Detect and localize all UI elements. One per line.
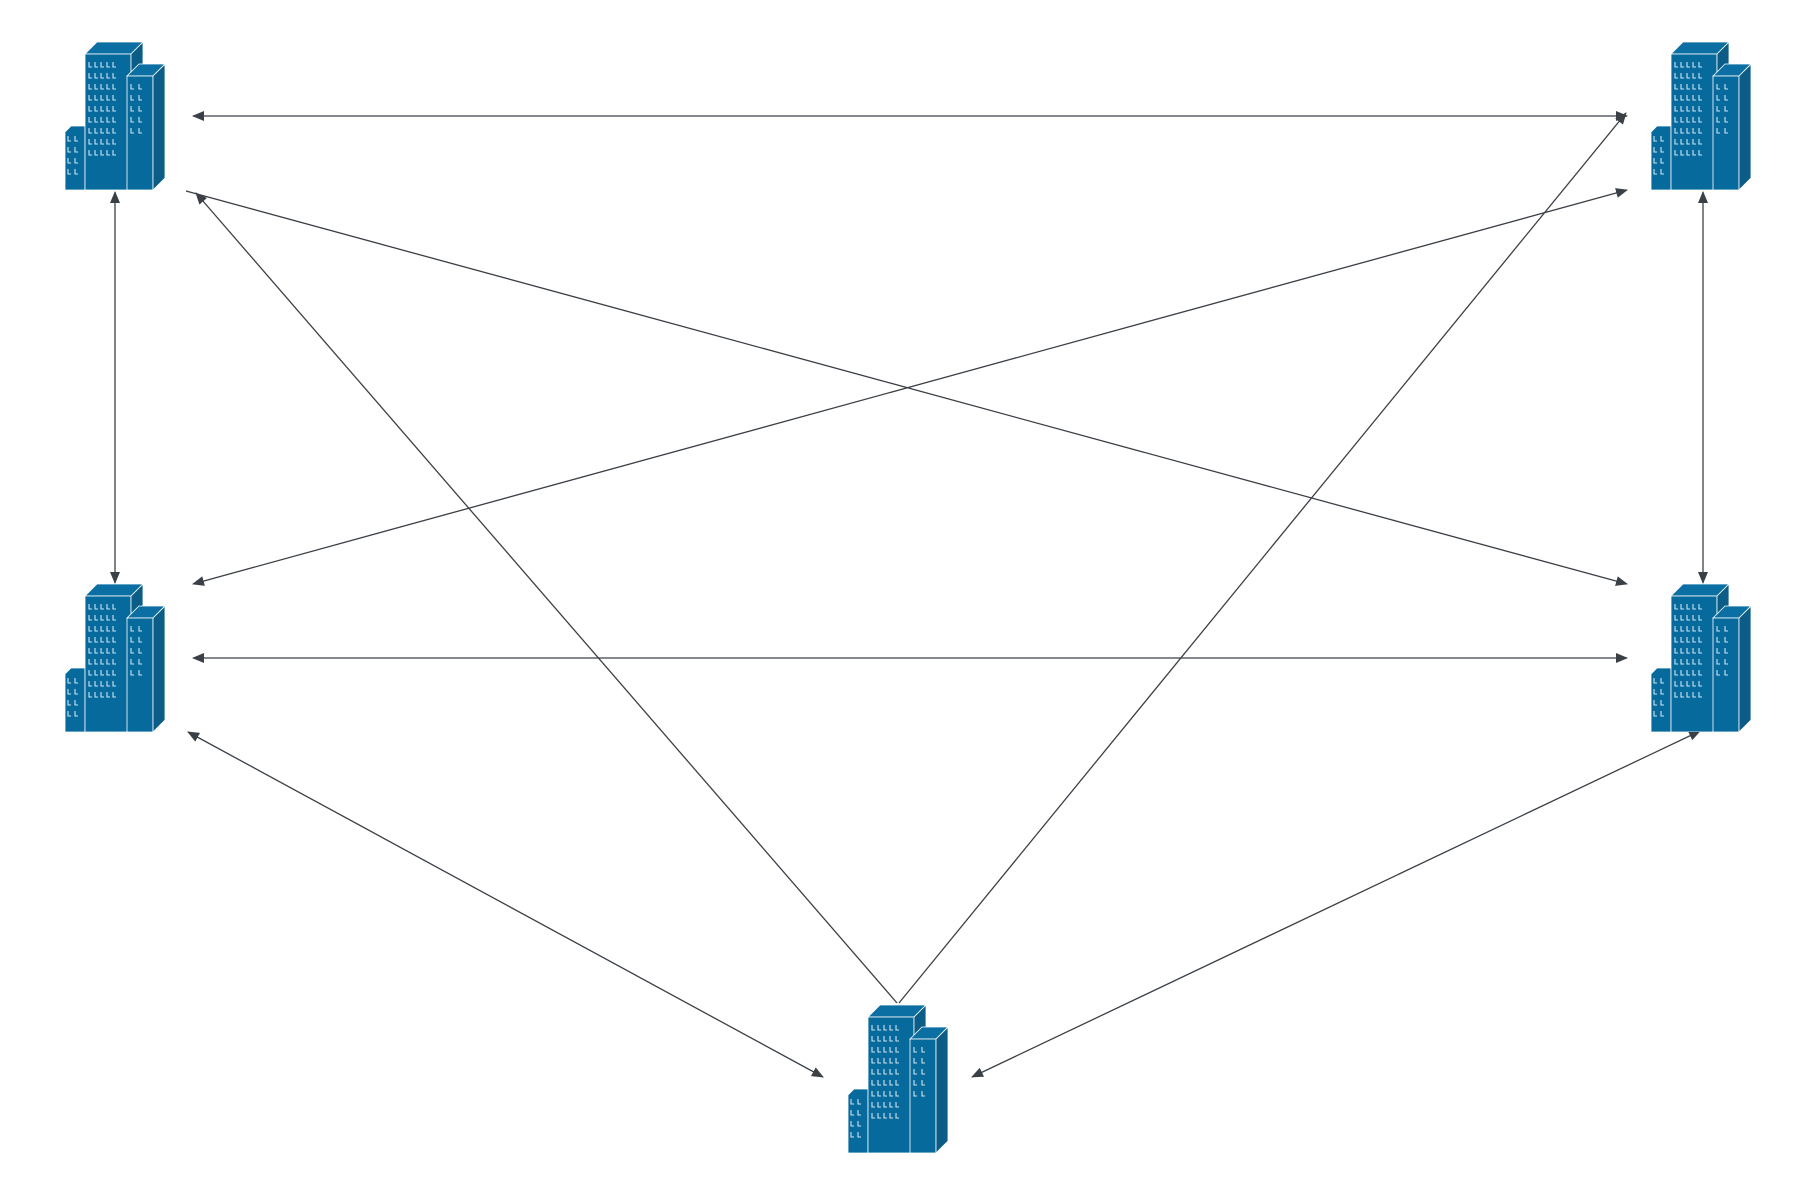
office-building-icon xyxy=(1651,41,1751,190)
office-building-icon xyxy=(1651,583,1751,732)
connector-middle-right-bottom-center[interactable] xyxy=(971,730,1701,1078)
connector-middle-left-bottom-center[interactable] xyxy=(187,731,824,1078)
building-top-left[interactable] xyxy=(65,41,165,190)
building-bottom-center[interactable] xyxy=(848,1004,948,1153)
connector-bottom-center-top-left[interactable] xyxy=(195,192,898,1004)
building-top-right[interactable] xyxy=(1651,41,1751,190)
building-middle-right[interactable] xyxy=(1651,583,1751,732)
office-building-icon xyxy=(65,41,165,190)
connector-top-right-middle-left[interactable] xyxy=(192,188,1628,586)
connector-bottom-center-top-right[interactable] xyxy=(898,112,1627,1004)
office-building-icon xyxy=(848,1004,948,1153)
office-building-icon xyxy=(65,583,165,732)
connectors xyxy=(110,111,1708,1078)
building-middle-left[interactable] xyxy=(65,583,165,732)
